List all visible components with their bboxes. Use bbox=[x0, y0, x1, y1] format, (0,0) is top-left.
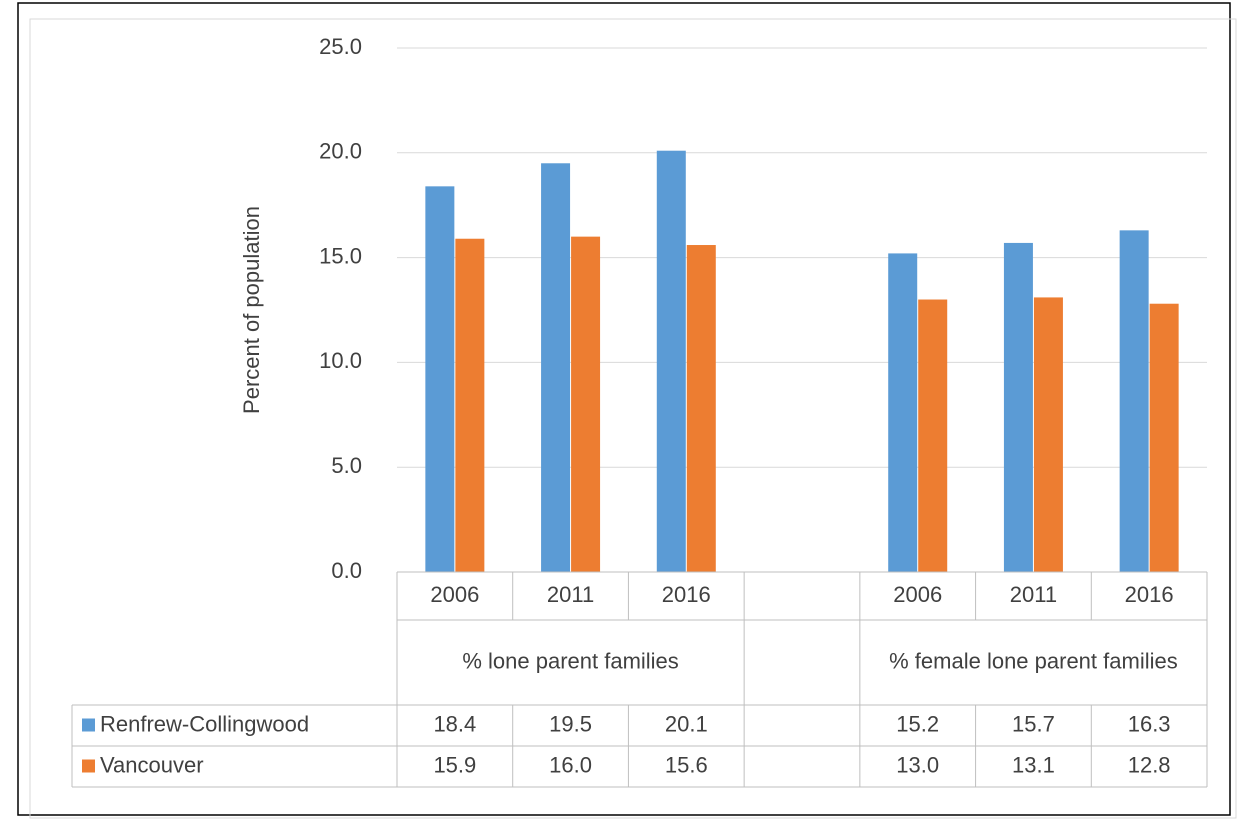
y-tick-label: 25.0 bbox=[319, 34, 362, 59]
y-tick-label: 20.0 bbox=[319, 139, 362, 164]
group-label: % lone parent families bbox=[462, 648, 678, 673]
bar bbox=[918, 299, 948, 572]
x-tick-label: 2006 bbox=[430, 582, 479, 607]
bar bbox=[1149, 303, 1179, 572]
bar bbox=[571, 236, 601, 572]
x-tick-label: 2011 bbox=[547, 582, 594, 607]
x-tick-label: 2006 bbox=[893, 582, 942, 607]
legend-swatch bbox=[82, 718, 95, 732]
legend-label: Vancouver bbox=[100, 752, 204, 777]
table-value: 15.7 bbox=[1012, 711, 1055, 736]
bar bbox=[455, 238, 485, 572]
bar bbox=[656, 150, 686, 573]
bar bbox=[1119, 230, 1149, 573]
y-tick-label: 5.0 bbox=[331, 453, 362, 478]
table-value: 13.1 bbox=[1012, 752, 1055, 777]
legend-label: Renfrew-Collingwood bbox=[100, 711, 309, 736]
bar bbox=[425, 186, 455, 572]
table-value: 20.1 bbox=[665, 711, 708, 736]
table-value: 13.0 bbox=[896, 752, 939, 777]
table-value: 19.5 bbox=[549, 711, 592, 736]
bar bbox=[1033, 297, 1063, 572]
y-tick-label: 15.0 bbox=[319, 243, 362, 268]
legend-swatch bbox=[82, 759, 95, 773]
chart-frame bbox=[29, 18, 1237, 819]
group-label: % female lone parent families bbox=[889, 648, 1178, 673]
bar bbox=[686, 245, 716, 573]
table-value: 16.3 bbox=[1128, 711, 1171, 736]
y-tick-label: 10.0 bbox=[319, 348, 362, 373]
table-value: 18.4 bbox=[433, 711, 476, 736]
bar bbox=[888, 253, 918, 572]
x-tick-label: 2011 bbox=[1010, 582, 1057, 607]
bar bbox=[1003, 242, 1033, 573]
y-tick-label: 0.0 bbox=[331, 558, 362, 583]
table-value: 15.2 bbox=[896, 711, 939, 736]
x-tick-label: 2016 bbox=[662, 582, 711, 607]
outer-frame bbox=[17, 2, 1231, 816]
bar bbox=[541, 163, 571, 572]
x-tick-label: 2016 bbox=[1125, 582, 1174, 607]
table-value: 12.8 bbox=[1128, 752, 1171, 777]
table-value: 15.9 bbox=[433, 752, 476, 777]
y-axis-title: Percent of population bbox=[239, 206, 264, 414]
table-value: 15.6 bbox=[665, 752, 708, 777]
table-value: 16.0 bbox=[549, 752, 592, 777]
